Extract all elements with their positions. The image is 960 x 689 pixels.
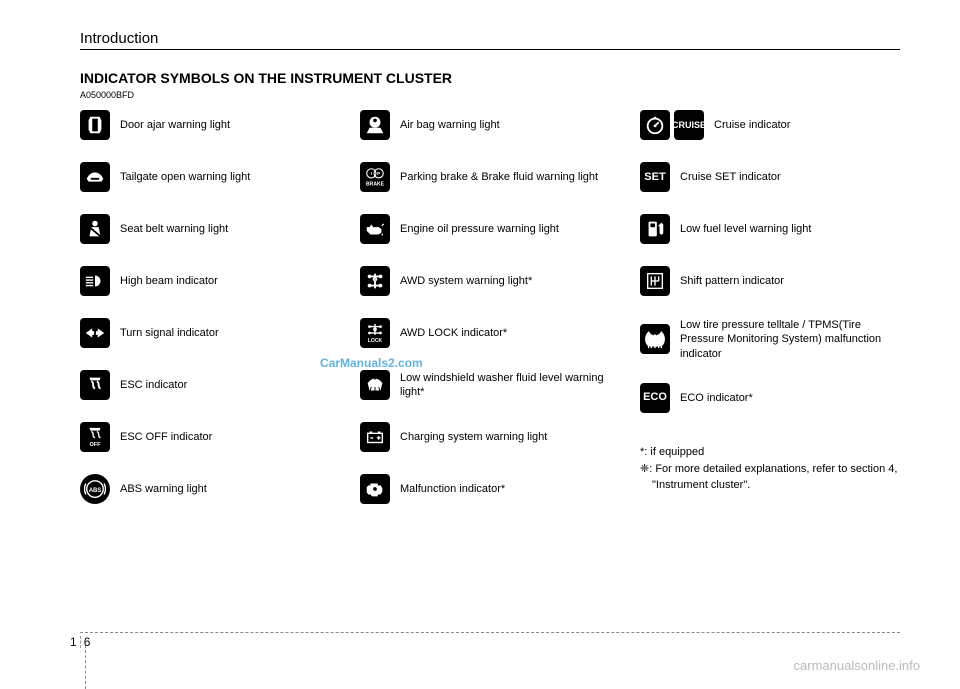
- indicator-label: Shift pattern indicator: [680, 274, 784, 288]
- brake-icon: ! P BRAKE: [360, 162, 390, 192]
- page-title: INDICATOR SYMBOLS ON THE INSTRUMENT CLUS…: [80, 70, 900, 86]
- document-code: A050000BFD: [80, 90, 900, 100]
- svg-text:BRAKE: BRAKE: [366, 181, 385, 187]
- door-ajar-icon: [80, 110, 110, 140]
- column-2: Air bag warning light ! P BRAKE Parking br…: [360, 110, 620, 504]
- indicator-item: Low windshield washer fluid level warnin…: [360, 370, 620, 400]
- indicator-item: Low fuel level warning light: [640, 214, 900, 244]
- watermark-carmanualsonline: carmanualsonline.info: [794, 658, 920, 673]
- indicator-label: Cruise indicator: [714, 118, 790, 132]
- indicator-label: Door ajar warning light: [120, 118, 230, 132]
- indicator-item: ! AWD system warning light*: [360, 266, 620, 296]
- indicator-item: ! P BRAKE Parking brake & Brake fluid warn…: [360, 162, 620, 192]
- svg-text:P: P: [377, 171, 380, 176]
- indicator-item: High beam indicator: [80, 266, 340, 296]
- indicator-label: Low windshield washer fluid level warnin…: [400, 371, 620, 400]
- indicator-label: Low fuel level warning light: [680, 222, 811, 236]
- page-number-value: 6: [84, 635, 91, 649]
- svg-text:!: !: [371, 171, 373, 176]
- indicator-label: Parking brake & Brake fluid warning ligh…: [400, 170, 598, 184]
- indicator-label: ESC OFF indicator: [120, 430, 212, 444]
- battery-icon: [360, 422, 390, 452]
- indicator-item: Low tire pressure telltale / TPMS(Tire P…: [640, 318, 900, 361]
- awd-lock-icon: LOCK: [360, 318, 390, 348]
- footer-dashed-line: [80, 632, 900, 633]
- awd-warning-icon: !: [360, 266, 390, 296]
- indicator-item: SET Cruise SET indicator: [640, 162, 900, 192]
- indicator-label: Turn signal indicator: [120, 326, 219, 340]
- indicator-label: Low tire pressure telltale / TPMS(Tire P…: [680, 318, 900, 361]
- svg-text:!: !: [374, 278, 375, 282]
- malfunction-icon: [360, 474, 390, 504]
- high-beam-icon: [80, 266, 110, 296]
- footnote-equipped: *: if equipped: [640, 445, 900, 460]
- shift-pattern-icon: [640, 266, 670, 296]
- washer-fluid-icon: [360, 370, 390, 400]
- tailgate-open-icon: [80, 162, 110, 192]
- airbag-icon: [360, 110, 390, 140]
- indicator-item: Air bag warning light: [360, 110, 620, 140]
- indicator-item: Malfunction indicator*: [360, 474, 620, 504]
- svg-text:LOCK: LOCK: [368, 338, 383, 344]
- section-header: Introduction: [80, 30, 900, 47]
- indicator-label: Engine oil pressure warning light: [400, 222, 559, 236]
- svg-text:OFF: OFF: [90, 442, 102, 448]
- indicator-label: Seat belt warning light: [120, 222, 228, 236]
- eco-icon: ECO: [640, 383, 670, 413]
- esc-icon: [80, 370, 110, 400]
- indicator-item: Charging system warning light: [360, 422, 620, 452]
- abs-icon: ABS: [80, 474, 110, 504]
- set-icon: SET: [640, 162, 670, 192]
- indicator-item: LOCK AWD LOCK indicator*: [360, 318, 620, 348]
- indicator-label: Tailgate open warning light: [120, 170, 250, 184]
- footnote-reference: ❈: For more detailed explanations, refer…: [640, 462, 900, 493]
- header-rule: [80, 49, 900, 50]
- indicator-label: ESC indicator: [120, 378, 187, 392]
- indicator-label: ABS warning light: [120, 482, 207, 496]
- svg-text:ABS: ABS: [89, 488, 102, 494]
- turn-signal-icon: [80, 318, 110, 348]
- indicator-item: ECO ECO indicator*: [640, 383, 900, 413]
- footnotes: *: if equipped ❈: For more detailed expl…: [640, 443, 900, 495]
- oil-pressure-icon: [360, 214, 390, 244]
- cruise-text-icon: CRUISE: [674, 110, 704, 140]
- indicator-item: OFF ESC OFF indicator: [80, 422, 340, 452]
- seatbelt-icon: [80, 214, 110, 244]
- indicator-item: Door ajar warning light: [80, 110, 340, 140]
- indicator-item: Turn signal indicator: [80, 318, 340, 348]
- indicator-item: Shift pattern indicator: [640, 266, 900, 296]
- column-3: CRUISE Cruise indicator SET Cruise SET i…: [640, 110, 900, 504]
- footer-dashed-vert: [85, 645, 86, 689]
- indicator-columns: Door ajar warning light Tailgate open wa…: [80, 110, 900, 504]
- indicator-label: Air bag warning light: [400, 118, 500, 132]
- speedometer-icon: [640, 110, 670, 140]
- indicator-label: ECO indicator*: [680, 391, 753, 405]
- indicator-label: High beam indicator: [120, 274, 218, 288]
- esc-off-icon: OFF: [80, 422, 110, 452]
- indicator-label: Malfunction indicator*: [400, 482, 505, 496]
- indicator-label: AWD LOCK indicator*: [400, 326, 507, 340]
- indicator-item: Seat belt warning light: [80, 214, 340, 244]
- column-1: Door ajar warning light Tailgate open wa…: [80, 110, 340, 504]
- page-divider: [80, 636, 81, 648]
- tpms-icon: [640, 324, 670, 354]
- indicator-label: Cruise SET indicator: [680, 170, 781, 184]
- indicator-item: Engine oil pressure warning light: [360, 214, 620, 244]
- fuel-icon: [640, 214, 670, 244]
- cruise-double-icon: CRUISE: [640, 110, 704, 140]
- indicator-item: ABS ABS warning light: [80, 474, 340, 504]
- indicator-label: AWD system warning light*: [400, 274, 532, 288]
- watermark-carmanuals2: CarManuals2.com: [320, 356, 423, 370]
- indicator-label: Charging system warning light: [400, 430, 547, 444]
- indicator-item: Tailgate open warning light: [80, 162, 340, 192]
- indicator-item: CRUISE Cruise indicator: [640, 110, 900, 140]
- indicator-item: ESC indicator: [80, 370, 340, 400]
- page-number: 1 6: [70, 635, 90, 649]
- chapter-number: 1: [70, 635, 77, 649]
